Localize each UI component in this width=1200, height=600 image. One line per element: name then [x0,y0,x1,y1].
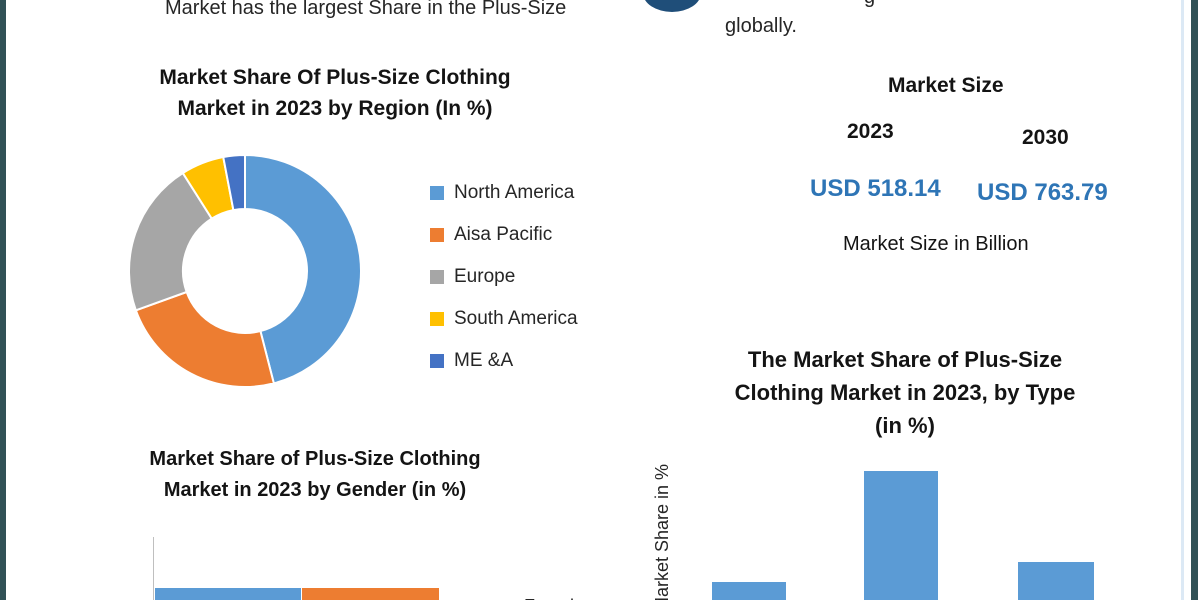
market-size-heading: Market Size [888,74,1004,97]
legend-swatch [430,312,444,326]
frame-border-right [1191,0,1198,600]
gender-bar-segment-unlabeled [302,588,439,600]
gender-legend: Female [502,596,584,600]
circle-icon [643,0,701,12]
gender-chart-title-line2: Market in 2023 by Gender (in %) [163,479,467,501]
type-chart-title-line3: (in %) [875,413,935,438]
clipped-descender-text: g [864,0,875,9]
type-bar-1 [712,582,786,600]
legend-swatch [430,270,444,284]
type-bar-2 [864,471,938,600]
legend-item: ME &A [430,350,578,371]
legend-item: Aisa Pacific [430,224,578,245]
headline-continuation-text: globally. [725,15,797,37]
gender-chart-y-axis [153,537,154,600]
region-chart-title-line2: Market in 2023 by Region (In %) [177,97,493,120]
market-size-year-2030: 2030 [1022,126,1069,149]
legend-label: Aisa Pacific [454,224,553,245]
legend-item: North America [430,182,578,203]
region-donut-chart [128,153,362,388]
donut-slice-north-america [244,153,362,385]
legend-label: North America [454,182,575,203]
headline-clipped-text: Market has the largest Share in the Plus… [165,0,567,19]
gender-chart-title-line1: Market Share of Plus-Size Clothing [149,448,481,470]
legend-label: South America [454,308,578,329]
legend-swatch [430,186,444,200]
legend-item: South America [430,308,578,329]
gender-stacked-bar [155,588,439,600]
region-chart-title-line1: Market Share Of Plus-Size Clothing [159,66,511,89]
gender-legend-label: Female [524,596,584,600]
donut-slice-europe [128,171,214,312]
market-size-year-2023: 2023 [847,120,894,143]
gender-bar-segment-female [155,588,302,600]
legend-label: ME &A [454,350,514,371]
legend-swatch [430,354,444,368]
region-legend: North America Aisa Pacific Europe South Ame… [430,182,578,393]
type-bar-3 [1018,562,1094,600]
frame-border-left [0,0,6,600]
market-size-caption: Market Size in Billion [843,233,1029,255]
type-chart-ylabel: Market Share in % [652,463,672,600]
legend-item: Europe [430,266,578,287]
type-chart-title-line1: The Market Share of Plus-Size [747,347,1063,372]
frame-border-right-light [1181,0,1184,600]
market-size-value-2023: USD 518.14 [810,175,941,202]
type-chart-title-line2: Clothing Market in 2023, by Type [734,380,1076,405]
type-chart-title: The Market Share of Plus-Size Clothing M… [695,343,1115,442]
gender-chart-title: Market Share of Plus-Size Clothing Marke… [95,444,535,506]
legend-label: Europe [454,266,516,287]
donut-slice-aisa-pacific [134,290,276,388]
market-size-value-2030: USD 763.79 [977,179,1108,206]
donut-slice-me-a [222,153,246,212]
legend-swatch [430,228,444,242]
region-chart-title: Market Share Of Plus-Size Clothing Marke… [110,62,560,124]
